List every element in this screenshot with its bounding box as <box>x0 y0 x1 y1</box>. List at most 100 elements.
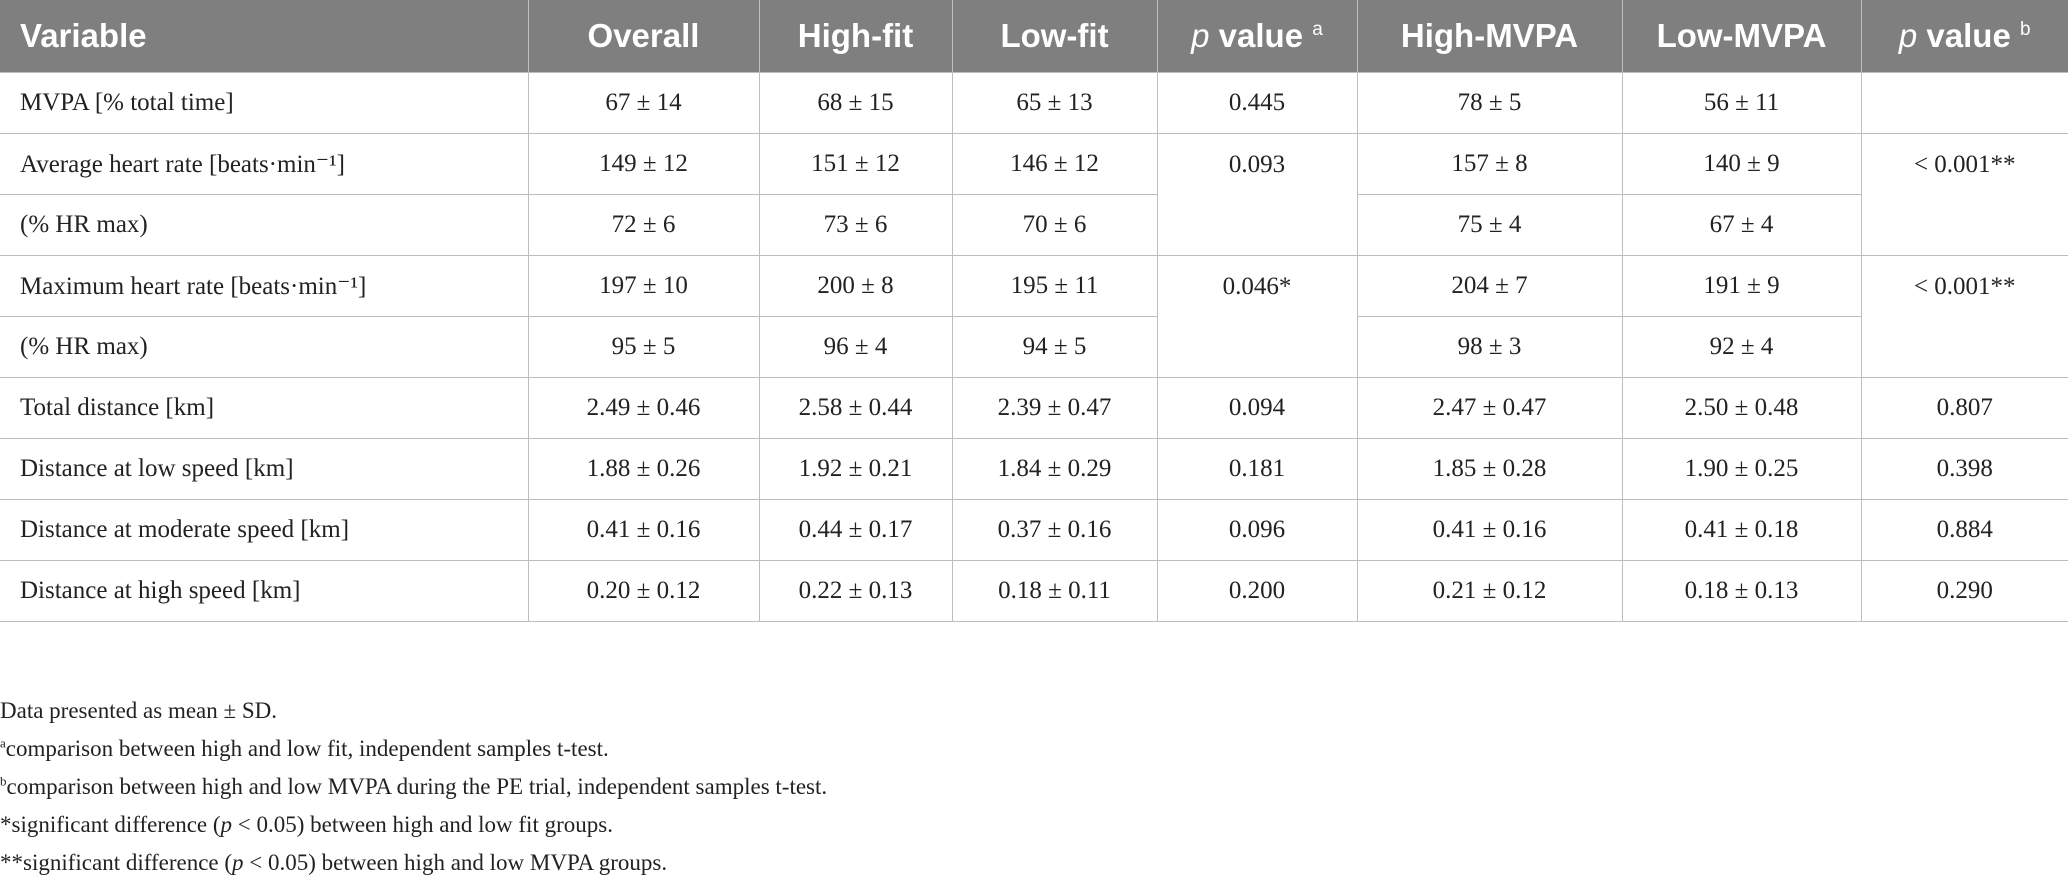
cell-p-value-a: 0.445 <box>1156 72 1358 134</box>
cell-p-value-b: < 0.001** <box>1860 255 2068 378</box>
cell-overall: 197 ± 10 <box>527 255 760 317</box>
table-row-mvpa: MVPA [% total time] 67 ± 14 68 ± 15 65 ±… <box>0 72 2068 134</box>
header-low-mvpa: Low-MVPA <box>1621 0 1861 73</box>
table-footnotes: Data presented as mean ± SD. acomparison… <box>0 692 827 882</box>
cell-overall: 95 ± 5 <box>527 316 760 378</box>
cell-p-value-a: 0.046* <box>1156 255 1358 378</box>
row-label: Maximum heart rate [beats·min⁻¹] <box>0 255 529 317</box>
cell-high-fit: 200 ± 8 <box>758 255 953 317</box>
footnote-marker-b: b <box>2020 19 2031 40</box>
table-row-distance-high-speed: Distance at high speed [km] 0.20 ± 0.12 … <box>0 560 2068 622</box>
row-label: (% HR max) <box>0 316 529 378</box>
cell-high-fit: 96 ± 4 <box>758 316 953 378</box>
cell-p-value-b: 0.398 <box>1860 438 2068 500</box>
cell-low-fit: 70 ± 6 <box>951 194 1158 256</box>
cell-low-mvpa: 0.18 ± 0.13 <box>1621 560 1862 622</box>
footnote-a-marker: a <box>0 735 6 751</box>
row-label: MVPA [% total time] <box>0 72 529 134</box>
cell-high-fit: 2.58 ± 0.44 <box>758 377 953 439</box>
cell-overall: 0.20 ± 0.12 <box>527 560 760 622</box>
footnote-single-star-pre: *significant difference ( <box>0 812 221 837</box>
cell-high-fit: 73 ± 6 <box>758 194 953 256</box>
row-label: Distance at high speed [km] <box>0 560 529 622</box>
row-label: (% HR max) <box>0 194 529 256</box>
cell-high-mvpa: 1.85 ± 0.28 <box>1356 438 1623 500</box>
footnote-a: acomparison between high and low fit, in… <box>0 730 827 768</box>
header-low-fit: Low-fit <box>951 0 1157 73</box>
table-row-maximum-heart-rate: Maximum heart rate [beats·min⁻¹] 197 ± 1… <box>0 255 2068 378</box>
footnote-data-note: Data presented as mean ± SD. <box>0 698 278 723</box>
cell-low-fit: 94 ± 5 <box>951 316 1158 378</box>
cell-overall: 72 ± 6 <box>527 194 760 256</box>
footnote-a-text: comparison between high and low fit, ind… <box>5 736 609 761</box>
cell-high-fit: 151 ± 12 <box>758 133 953 195</box>
cell-high-mvpa: 0.21 ± 0.12 <box>1356 560 1623 622</box>
cell-low-mvpa: 56 ± 11 <box>1621 72 1862 134</box>
cell-low-fit: 1.84 ± 0.29 <box>951 438 1158 500</box>
cell-high-mvpa: 2.47 ± 0.47 <box>1356 377 1623 439</box>
cell-p-value-a: 0.094 <box>1156 377 1358 439</box>
cell-overall: 149 ± 12 <box>527 133 760 195</box>
cell-low-fit: 2.39 ± 0.47 <box>951 377 1158 439</box>
row-label: Distance at moderate speed [km] <box>0 499 529 561</box>
header-high-fit: High-fit <box>758 0 952 73</box>
footnote-b: bcomparison between high and low MVPA du… <box>0 768 827 806</box>
row-label: Total distance [km] <box>0 377 529 439</box>
cell-high-fit: 1.92 ± 0.21 <box>758 438 953 500</box>
cell-high-mvpa: 0.41 ± 0.16 <box>1356 499 1623 561</box>
cell-high-mvpa: 157 ± 8 <box>1356 133 1623 195</box>
cell-high-mvpa: 78 ± 5 <box>1356 72 1623 134</box>
p-symbol: p <box>1898 17 1918 54</box>
cell-high-mvpa: 98 ± 3 <box>1356 316 1623 378</box>
header-overall: Overall <box>527 0 759 73</box>
header-variable: Variable <box>0 0 528 73</box>
cell-low-mvpa: 67 ± 4 <box>1621 194 1861 256</box>
table-row-total-distance: Total distance [km] 2.49 ± 0.46 2.58 ± 0… <box>0 377 2068 439</box>
cell-p-value-b: 0.290 <box>1860 560 2068 622</box>
cell-p-value-b: 0.884 <box>1860 499 2068 561</box>
row-label: Average heart rate [beats·min⁻¹] <box>0 133 529 195</box>
cell-low-fit: 146 ± 12 <box>951 133 1158 195</box>
footnote-single-star-p: p <box>220 812 233 837</box>
table-row-distance-low-speed: Distance at low speed [km] 1.88 ± 0.26 1… <box>0 438 2068 500</box>
cell-low-mvpa: 191 ± 9 <box>1621 255 1862 317</box>
footnote-b-marker: b <box>0 773 7 789</box>
cell-low-fit: 65 ± 13 <box>951 72 1158 134</box>
cell-low-mvpa: 2.50 ± 0.48 <box>1621 377 1862 439</box>
cell-high-mvpa: 204 ± 7 <box>1356 255 1623 317</box>
cell-low-mvpa: 1.90 ± 0.25 <box>1621 438 1862 500</box>
footnote-double-star: **significant difference (p < 0.05) betw… <box>0 844 827 882</box>
footnote-single-star: *significant difference (p < 0.05) betwe… <box>0 806 827 844</box>
row-label: Distance at low speed [km] <box>0 438 529 500</box>
cell-overall: 1.88 ± 0.26 <box>527 438 760 500</box>
cell-high-fit: 0.22 ± 0.13 <box>758 560 953 622</box>
footnote-double-star-pre: **significant difference ( <box>0 850 233 875</box>
cell-low-mvpa: 0.41 ± 0.18 <box>1621 499 1862 561</box>
table-row-maximum-heart-rate-pct: (% HR max) 95 ± 5 96 ± 4 94 ± 5 98 ± 3 9… <box>0 316 2068 378</box>
cell-p-value-b: < 0.001** <box>1860 133 2068 256</box>
cell-low-fit: 0.18 ± 0.11 <box>951 560 1158 622</box>
cell-overall: 67 ± 14 <box>527 72 760 134</box>
footnote-b-text: comparison between high and low MVPA dur… <box>6 774 828 799</box>
p-symbol: p <box>1191 17 1210 54</box>
cell-low-fit: 195 ± 11 <box>951 255 1158 317</box>
cell-low-mvpa: 92 ± 4 <box>1621 316 1861 378</box>
footnote-double-star-p: p <box>232 850 244 875</box>
cell-high-mvpa: 75 ± 4 <box>1356 194 1623 256</box>
header-p-value-b-text: value <box>1917 17 2011 54</box>
header-p-value-a: p value a <box>1156 0 1357 73</box>
cell-low-fit: 0.37 ± 0.16 <box>951 499 1158 561</box>
cell-p-value-a: 0.200 <box>1156 560 1358 622</box>
footnote-marker-a: a <box>1312 19 1323 40</box>
cell-p-value-b: 0.807 <box>1860 377 2068 439</box>
header-high-mvpa: High-MVPA <box>1356 0 1622 73</box>
footnote-single-star-post: < 0.05) between high and low fit groups. <box>232 812 613 837</box>
table-row-average-heart-rate-pct: (% HR max) 72 ± 6 73 ± 6 70 ± 6 75 ± 4 6… <box>0 194 2068 256</box>
results-table: Variable Overall High-fit Low-fit p valu… <box>0 0 2068 622</box>
table-header-row: Variable Overall High-fit Low-fit p valu… <box>0 0 2068 73</box>
header-p-value-b: p value b <box>1860 0 2068 73</box>
cell-high-fit: 0.44 ± 0.17 <box>758 499 953 561</box>
cell-p-value-a: 0.093 <box>1156 133 1358 256</box>
footnote-double-star-post: < 0.05) between high and low MVPA groups… <box>243 850 668 875</box>
